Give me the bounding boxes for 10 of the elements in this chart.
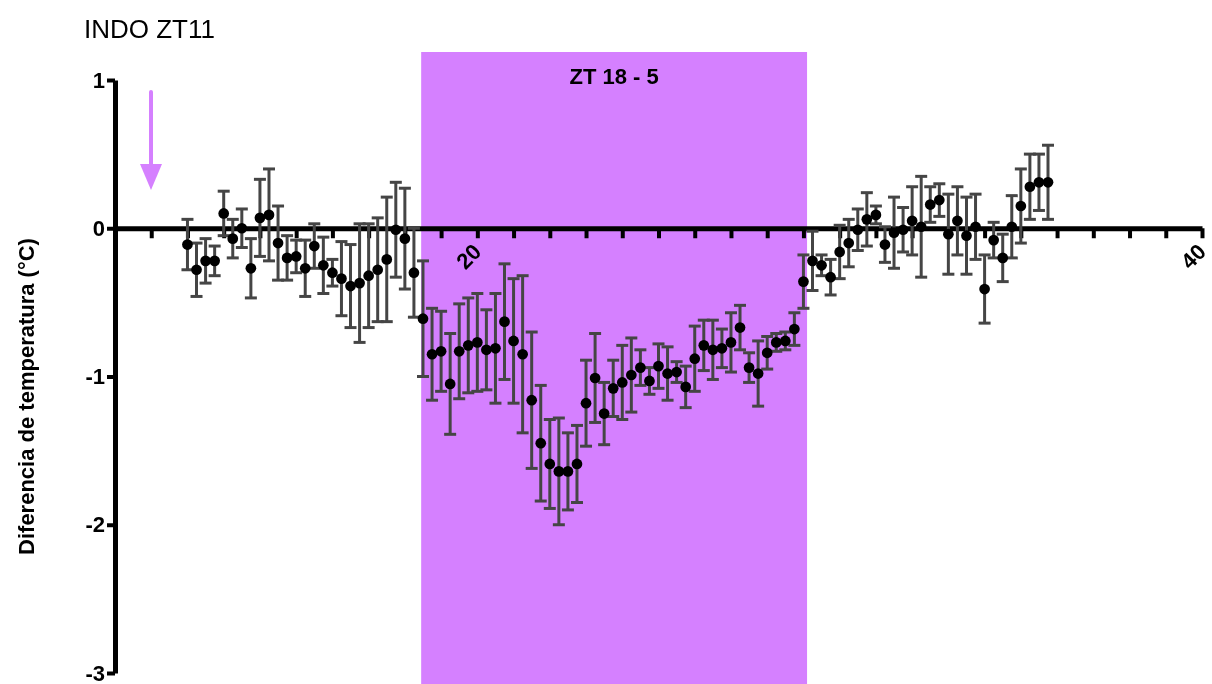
band-label: ZT 18 - 5 — [569, 64, 659, 89]
y-tick-label: -3 — [85, 660, 105, 684]
y-tick-label: -1 — [85, 364, 105, 390]
chart-title: INDO ZT11 — [84, 14, 215, 44]
y-tick-label: 0 — [92, 215, 105, 241]
y-axis-title: Diferencia de temperatura (°C) — [14, 238, 39, 555]
y-tick-label: 1 — [92, 67, 105, 93]
x-tick-label: 40 — [1175, 239, 1211, 274]
y-tick-label: -2 — [85, 512, 105, 538]
x-tick-label: 20 — [451, 239, 487, 274]
